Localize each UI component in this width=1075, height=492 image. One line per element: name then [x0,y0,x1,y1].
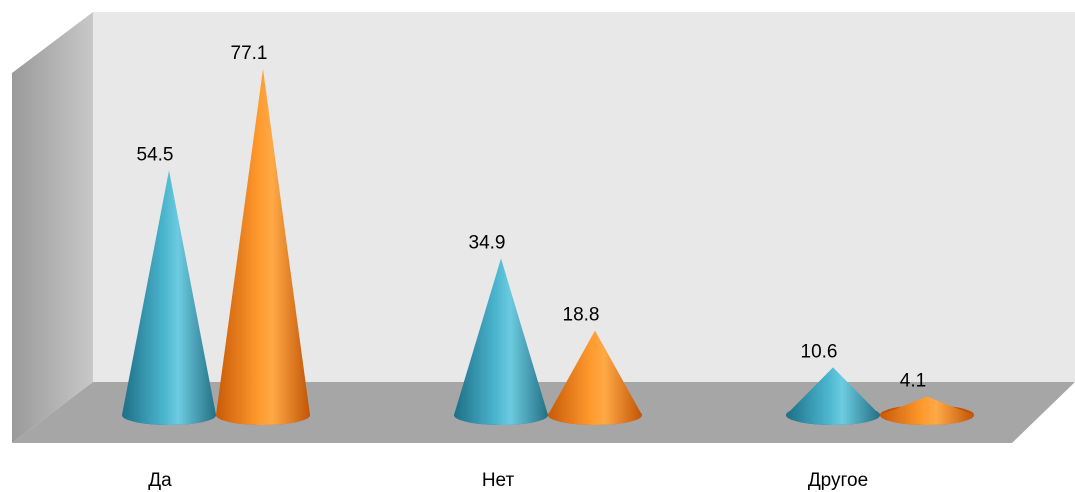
cone-s0-1 [454,258,548,425]
cone-body [548,330,642,425]
cone-s0-2 [786,367,880,425]
category-labels-group: Да Нет Другое [148,470,868,491]
cones-group [122,69,974,426]
cone-body [786,367,880,425]
cone-body [122,170,216,425]
data-label-s0-2: 10.6 [801,341,838,362]
cone-body [880,396,974,425]
cone-body [216,69,310,426]
cone-s0-0 [122,170,216,425]
data-label-s0-1: 34.9 [469,232,506,253]
data-label-s0-0: 54.5 [137,144,174,165]
side-wall [12,12,93,443]
data-label-s1-2: 4.1 [900,371,926,392]
data-label-s1-1: 18.8 [563,305,600,326]
cone-s1-1 [548,330,642,425]
back-wall [93,12,1075,382]
category-label-2: Другое [808,470,868,491]
category-label-1: Нет [482,470,515,491]
cone-s1-0 [216,69,310,426]
data-labels-group: 54.5 77.1 34.9 18.8 10.6 4.1 [137,43,927,392]
category-label-0: Да [148,470,172,491]
data-label-s1-0: 77.1 [231,43,268,64]
cone-s1-2 [880,396,974,425]
cone-body [454,258,548,425]
